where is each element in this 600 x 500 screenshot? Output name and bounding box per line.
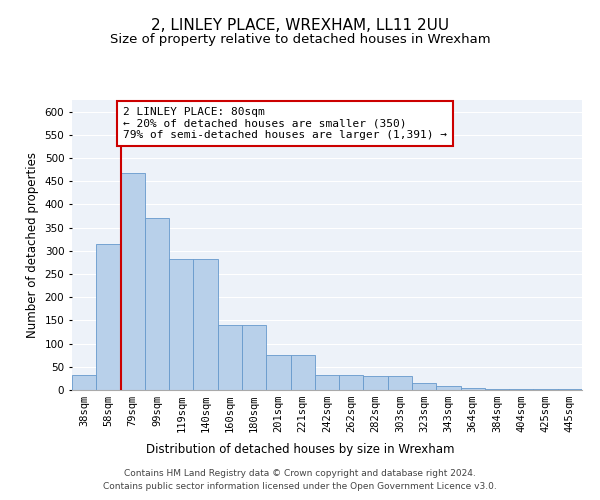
Bar (412, 383, 436, 390)
Bar (169, 259, 193, 390)
Text: 2 LINLEY PLACE: 80sqm
← 20% of detached houses are smaller (350)
79% of semi-det: 2 LINLEY PLACE: 80sqm ← 20% of detached … (123, 107, 447, 140)
Bar (193, 259, 218, 390)
Bar (436, 386, 461, 390)
Text: Contains public sector information licensed under the Open Government Licence v3: Contains public sector information licen… (103, 482, 497, 491)
Bar (121, 173, 145, 390)
Text: Size of property relative to detached houses in Wrexham: Size of property relative to detached ho… (110, 32, 490, 46)
Bar (290, 355, 315, 390)
Bar (145, 218, 169, 390)
Bar (72, 374, 96, 390)
Bar (558, 389, 582, 390)
Bar (339, 374, 364, 390)
Text: Contains HM Land Registry data © Crown copyright and database right 2024.: Contains HM Land Registry data © Crown c… (124, 468, 476, 477)
Bar (218, 325, 242, 390)
Bar (461, 388, 485, 390)
Text: 2, LINLEY PLACE, WREXHAM, LL11 2UU: 2, LINLEY PLACE, WREXHAM, LL11 2UU (151, 18, 449, 32)
Bar (315, 374, 339, 390)
Bar (96, 244, 121, 390)
Bar (509, 389, 533, 390)
Bar (388, 376, 412, 390)
Bar (364, 376, 388, 390)
Bar (485, 388, 509, 390)
Text: Distribution of detached houses by size in Wrexham: Distribution of detached houses by size … (146, 442, 454, 456)
Y-axis label: Number of detached properties: Number of detached properties (26, 152, 39, 338)
Bar (242, 325, 266, 390)
Bar (266, 355, 290, 390)
Bar (533, 389, 558, 390)
